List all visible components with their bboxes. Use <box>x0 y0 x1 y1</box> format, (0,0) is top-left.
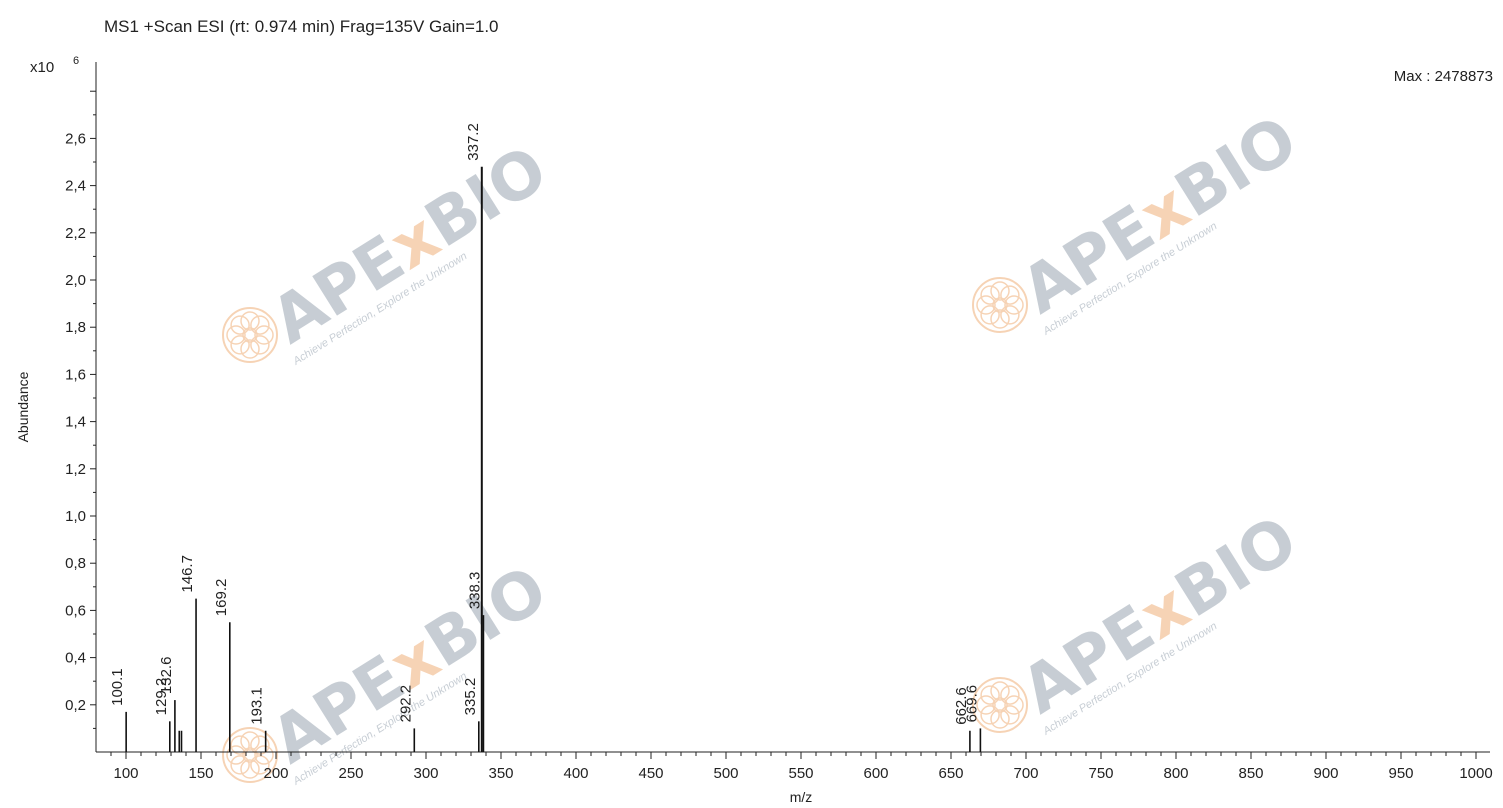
x-tick-label: 750 <box>1088 765 1113 782</box>
x-tick-label: 250 <box>338 765 363 782</box>
flower-logo-icon <box>222 307 278 363</box>
y-tick-label: 0,8 <box>65 555 86 572</box>
y-axis-label: Abundance <box>15 371 31 442</box>
x-tick-label: 200 <box>263 765 288 782</box>
peak-label: 169.2 <box>213 579 230 617</box>
x-tick-label: 350 <box>488 765 513 782</box>
y-tick-label: 2,2 <box>65 225 86 242</box>
watermark-brand-text: APExBIO <box>1009 102 1310 328</box>
peak-label: 337.2 <box>465 123 482 161</box>
x-tick-label: 650 <box>938 765 963 782</box>
x-tick-label: 800 <box>1163 765 1188 782</box>
y-tick-label: 2,6 <box>65 130 86 147</box>
x-tick-label: 300 <box>413 765 438 782</box>
y-tick-label: 0,2 <box>65 697 86 714</box>
x-tick-label: 900 <box>1313 765 1338 782</box>
peak-label: 662.6 <box>953 687 970 725</box>
y-tick-label: 1,0 <box>65 508 86 525</box>
y-tick-label: 1,2 <box>65 461 86 478</box>
chart-title: MS1 +Scan ESI (rt: 0.974 min) Frag=135V … <box>104 17 499 36</box>
x-tick-label: 950 <box>1388 765 1413 782</box>
y-tick-label: 1,4 <box>65 414 86 431</box>
y-tick-label: 2,4 <box>65 178 86 195</box>
peak-label: 335.2 <box>462 678 479 716</box>
watermark-brand-text: APExBIO <box>1009 502 1310 728</box>
x-tick-label: 850 <box>1238 765 1263 782</box>
peak-label: 146.7 <box>179 555 196 593</box>
y-tick-label: 1,8 <box>65 319 86 336</box>
peak-label: 292.2 <box>397 685 414 723</box>
x-tick-label: 600 <box>863 765 888 782</box>
watermark-brand-text: APExBIO <box>259 132 560 358</box>
peak-label: 338.3 <box>466 572 483 610</box>
flower-logo-icon <box>222 727 278 783</box>
x-tick-label: 500 <box>713 765 738 782</box>
x-tick-label: 150 <box>188 765 213 782</box>
x-tick-label: 450 <box>638 765 663 782</box>
y-tick-label: 1,6 <box>65 366 86 383</box>
peak-label: 669.6 <box>963 685 980 723</box>
peak-label: 129.2 <box>153 678 170 716</box>
y-tick-label: 0,4 <box>65 650 86 667</box>
peak-label: 100.1 <box>109 668 126 706</box>
x-tick-label: 1000 <box>1459 765 1492 782</box>
flower-logo-icon <box>972 677 1028 733</box>
x-tick-label: 700 <box>1013 765 1038 782</box>
y-multiplier-exponent: 6 <box>73 55 79 67</box>
x-axis-label: m/z <box>790 789 813 805</box>
x-tick-label: 100 <box>113 765 138 782</box>
flower-logo-icon <box>972 277 1028 333</box>
watermark-brand-text: APExBIO <box>259 552 560 778</box>
peak-label: 193.1 <box>249 687 266 725</box>
y-axis-ticks: 0,2 0,4 0,6 0,8 1,0 1,2 1,4 1,6 1,8 2,0 2,2 2,4 2,6 <box>65 90 96 729</box>
x-tick-label: 550 <box>788 765 813 782</box>
y-tick-label: 2,0 <box>65 272 86 289</box>
y-multiplier-label: x10 <box>30 59 54 76</box>
max-annotation: Max : 2478873 <box>1394 68 1493 85</box>
x-axis-ticks: 100 150 200 250 300 350 400 450 500 550 600 650 700 7… <box>110 752 1493 782</box>
x-tick-label: 400 <box>563 765 588 782</box>
y-tick-label: 0,6 <box>65 602 86 619</box>
peak-label: 132.6 <box>158 657 175 695</box>
